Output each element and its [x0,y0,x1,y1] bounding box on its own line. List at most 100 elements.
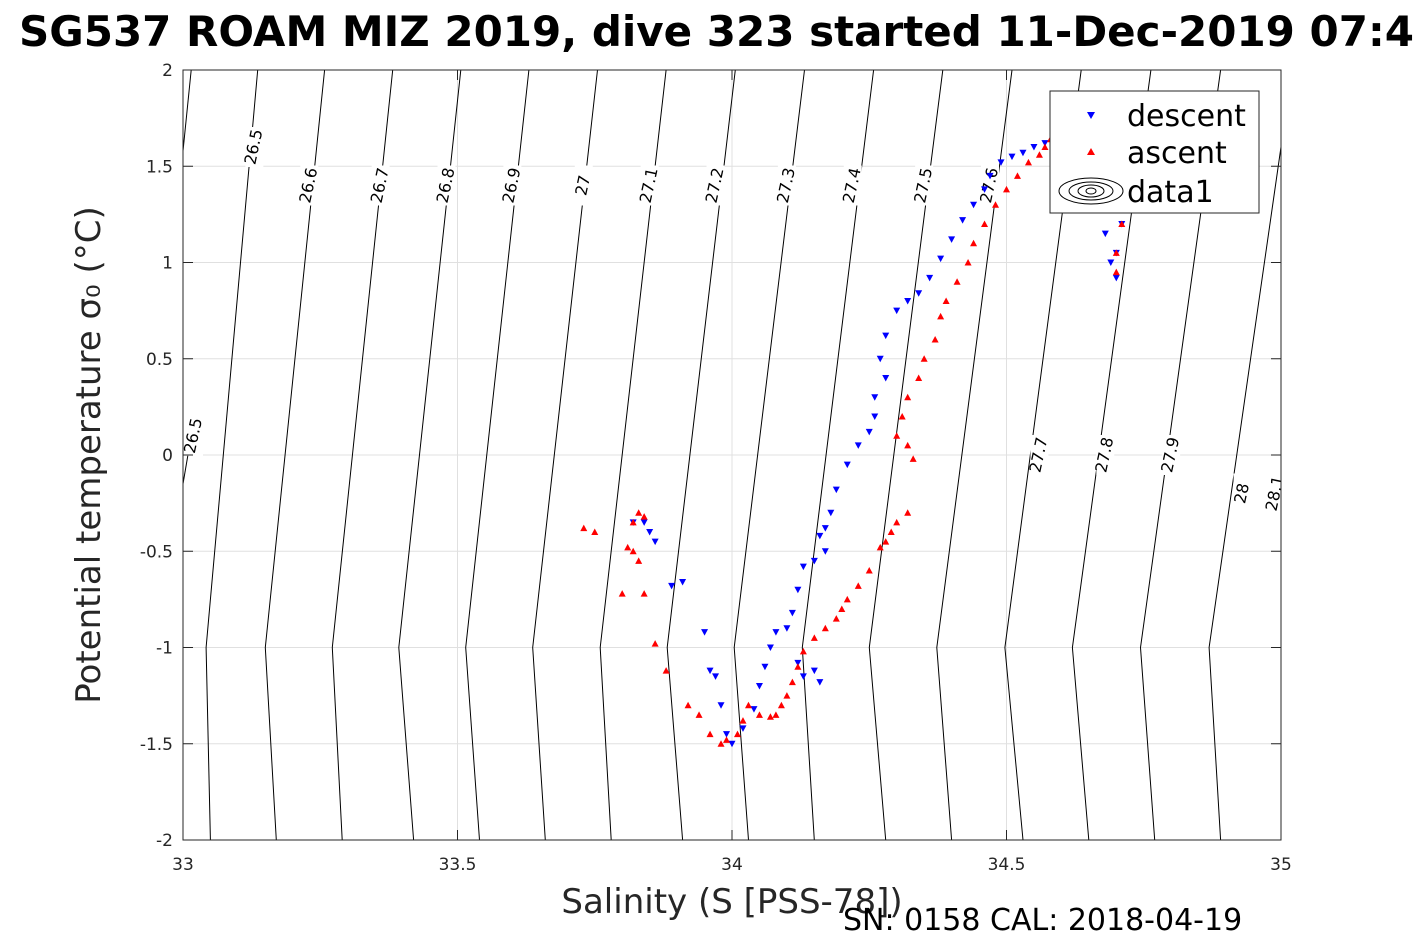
descent-point [904,298,912,305]
ascent-point [904,509,912,516]
descent-point [827,509,835,517]
ascent-point [821,624,829,632]
ascent-point [744,701,752,709]
footer-text: SN: 0158 CAL: 2018-04-19 [843,903,1242,938]
descent-point [926,274,934,282]
descent-point [821,525,829,532]
descent-point [728,740,736,748]
x-tick-label: 35 [1270,855,1292,875]
density-label-bg [1233,473,1252,514]
density-label-bg [300,165,319,206]
descent-point [679,579,687,586]
chart-title: SG537 ROAM MIZ 2019, dive 323 started 11… [19,7,1414,56]
ascent-point [937,312,945,320]
density-contour-label: 28 [1230,481,1253,505]
ascent-point [876,543,884,551]
series-descent [629,140,1126,748]
density-label-bg [503,165,522,206]
ascent-point [1112,268,1120,276]
density-label-bg [1030,435,1049,475]
density-contour-line [331,70,394,840]
legend-contour-marker [1058,177,1124,205]
descent-point [701,629,709,636]
ascent-point [953,278,961,285]
descent-point [821,548,829,555]
descent-point [772,629,780,636]
ascent-point [920,355,928,362]
descent-point [816,532,824,540]
density-contour-line [1208,146,1281,840]
density-contour-line [936,70,1013,840]
y-tick-label: 1 [162,254,173,274]
density-contour-line [205,70,259,840]
density-contour-line [183,70,192,151]
descent-point [871,394,879,401]
tick-labels: 33 33.5 34 34.5 35 2 1.5 1 0.5 0 -0.5 -1 -1.5 -2 [140,61,1292,875]
descent-point [788,609,796,617]
series-ascent [580,135,1126,747]
data-markers [580,135,1126,748]
descent-point [794,659,802,667]
ascent-point [981,220,989,227]
density-label-bg [245,127,264,167]
ascent-point [755,711,763,718]
density-contour-line [868,70,944,840]
density-label-bg [184,415,203,456]
ascent-point [1118,220,1126,227]
ascent-point [964,259,972,266]
ascent-point [723,736,731,743]
legend-box [1049,90,1260,214]
density-contour-line [599,70,667,840]
ascent-point [970,239,978,247]
legend-entry-label: data1 [1127,175,1214,210]
ascent-point [777,701,785,709]
density-label-bg [1266,473,1281,514]
ascent-point [898,413,906,420]
descent-point [997,159,1005,166]
legend-entry-label: descent [1127,99,1246,134]
density-label-bg [574,165,593,206]
ascent-point [772,711,780,718]
y-tick-label: 2 [162,61,173,81]
descent-point [948,236,956,243]
ascent-point [629,547,637,555]
ascent-point [591,528,599,535]
ascent-point [931,336,939,343]
legend-ascent-marker [1087,148,1095,155]
ascent-point [651,640,659,647]
x-axis-label: Salinity (S [PSS-78]) [561,882,902,922]
ascent-point [788,678,796,686]
density-contour-line [465,70,530,840]
density-label-bg [1162,435,1181,475]
descent-point [981,186,989,193]
x-tick-label: 33 [172,855,194,875]
legend-contour-marker [1068,181,1114,201]
descent-point [1112,274,1120,282]
ascent-point [640,513,648,520]
descent-point [810,557,818,565]
ascent-point [1013,172,1021,179]
density-contour-label: 28.1 [1262,474,1288,513]
ascent-point [717,740,725,747]
ascent-point [904,393,912,401]
ascent-point [882,538,890,545]
ascent-point [624,543,632,551]
descent-point [882,332,890,340]
ascent-point [854,582,862,589]
density-contour-line [666,70,736,840]
descent-point [706,667,714,675]
descent-point [723,731,731,738]
density-contour-line [733,70,805,840]
y-tick-label: -1.5 [140,735,173,755]
descent-point [810,667,818,675]
ascent-point [1041,143,1049,150]
density-label-bg [706,165,725,206]
descent-point [750,706,758,713]
density-contour-line [1004,70,1082,840]
density-label-bg [371,165,390,206]
descent-point [937,255,945,263]
descent-point [1019,149,1027,157]
ascent-point [635,557,643,564]
